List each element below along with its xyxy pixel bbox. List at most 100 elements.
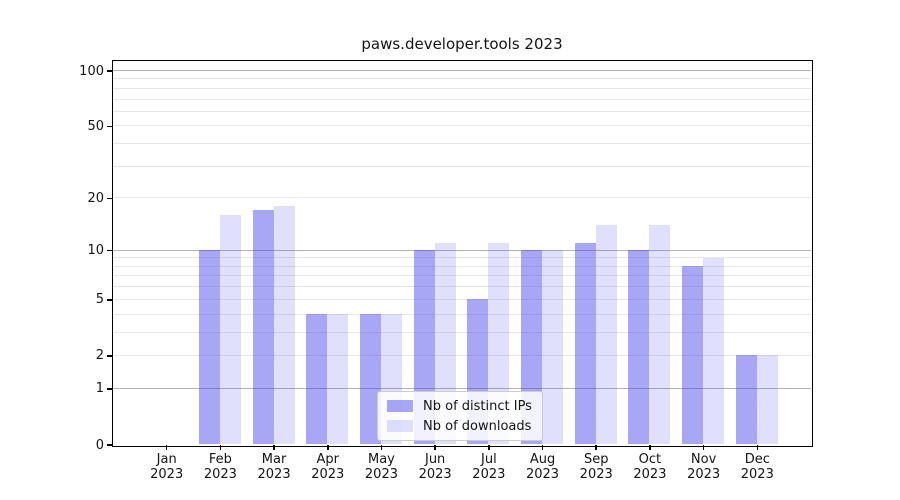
bar-distinct-ips-dec	[735, 355, 757, 445]
y-tick-mark	[106, 444, 113, 446]
x-tick-month: Sep	[583, 452, 609, 467]
x-tick-mark	[488, 445, 490, 450]
bar-downloads-oct	[649, 225, 671, 445]
x-tick-label: Apr 2023	[298, 452, 358, 482]
x-tick-year: 2023	[203, 467, 237, 482]
gridline-minor	[112, 331, 811, 333]
plot-area	[111, 59, 813, 447]
gridline-minor	[112, 275, 811, 277]
x-tick-month: Jun	[424, 452, 446, 467]
gridline-minor	[112, 110, 811, 112]
legend: Nb of distinct IPs Nb of downloads	[377, 391, 543, 441]
chart-title: paws.developer.tools 2023	[361, 35, 563, 53]
x-tick-year: 2023	[525, 467, 560, 482]
legend-label: Nb of downloads	[423, 418, 532, 434]
bar-downloads-feb	[219, 214, 241, 445]
x-tick-label: Aug 2023	[513, 452, 573, 482]
y-tick-mark	[106, 388, 113, 390]
legend-label: Nb of distinct IPs	[423, 398, 532, 414]
gridline-minor	[112, 165, 811, 167]
gridline-minor	[112, 87, 811, 89]
y-tick-mark	[106, 299, 113, 301]
x-tick-label: Jul 2023	[459, 452, 519, 482]
x-tick-year: 2023	[257, 467, 291, 482]
gridline-minor	[112, 286, 811, 288]
gridline-minor	[112, 125, 811, 127]
gridline-minor	[112, 98, 811, 100]
gridline-minor	[112, 197, 811, 199]
x-tick-label: Feb 2023	[190, 452, 250, 482]
gridline-minor	[112, 257, 811, 259]
x-tick-year: 2023	[579, 467, 613, 482]
y-tick-label: 5	[95, 292, 104, 308]
bar-downloads-aug	[542, 250, 564, 445]
x-tick-mark	[380, 445, 383, 450]
x-tick-mark	[702, 445, 705, 450]
gridline-minor	[112, 313, 811, 315]
x-tick-month: Aug	[529, 452, 556, 467]
x-tick-year: 2023	[633, 467, 667, 482]
x-tick-mark	[541, 445, 544, 450]
x-tick-month: Apr	[316, 452, 340, 467]
bar-distinct-ips-mar	[252, 210, 274, 445]
x-tick-mark	[165, 445, 168, 450]
gridline-major	[112, 70, 811, 71]
x-tick-year: 2023	[687, 467, 721, 482]
bar-downloads-sep	[595, 225, 617, 445]
y-tick-label: 0	[95, 437, 104, 453]
x-tick-month: Jul	[481, 452, 497, 467]
x-tick-year: 2023	[150, 467, 184, 482]
x-tick-label: Mar 2023	[244, 452, 304, 482]
gridline-minor	[112, 298, 811, 300]
bar-downloads-apr	[327, 314, 349, 445]
x-tick-year: 2023	[311, 467, 345, 482]
x-tick-mark	[434, 445, 436, 450]
y-tick-label: 100	[79, 63, 104, 79]
x-tick-year: 2023	[740, 467, 774, 482]
y-tick-label: 1	[95, 381, 104, 397]
bar-distinct-ips-oct	[628, 250, 650, 445]
y-tick-mark	[106, 70, 113, 72]
x-tick-mark	[327, 445, 329, 450]
x-tick-year: 2023	[364, 467, 398, 482]
gridline-minor	[112, 354, 811, 356]
bar-downloads-dec	[756, 355, 778, 445]
x-tick-label: Jun 2023	[405, 452, 465, 482]
x-tick-mark	[273, 445, 275, 450]
gridline-major	[112, 249, 811, 251]
gridline-minor	[112, 265, 811, 267]
legend-item-downloads: Nb of downloads	[387, 418, 532, 434]
y-tick-mark	[106, 197, 113, 200]
bar-distinct-ips-apr	[306, 314, 328, 445]
bar-distinct-ips-feb	[198, 250, 220, 445]
y-tick-label: 20	[87, 190, 104, 206]
legend-swatch-downloads	[387, 420, 413, 432]
x-tick-month: Nov	[690, 452, 717, 467]
x-tick-month: Mar	[261, 452, 287, 467]
gridline-minor	[112, 143, 811, 145]
bar-distinct-ips-nov	[682, 266, 704, 445]
y-tick-mark	[106, 249, 113, 252]
bar-downloads-nov	[703, 257, 725, 445]
bar-distinct-ips-may	[359, 314, 381, 445]
plot-inner	[112, 61, 811, 445]
x-tick-label: Jan 2023	[137, 452, 197, 482]
legend-swatch-distinct-ips	[387, 400, 413, 412]
x-tick-year: 2023	[418, 467, 452, 482]
x-tick-label: Oct 2023	[620, 452, 680, 482]
y-tick-label: 10	[87, 243, 104, 259]
x-tick-label: May 2023	[351, 452, 411, 482]
x-tick-mark	[649, 445, 651, 450]
x-tick-mark	[219, 445, 222, 450]
x-tick-mark	[595, 445, 597, 450]
gridline-major	[112, 387, 811, 389]
y-tick-label: 2	[95, 348, 104, 364]
x-tick-mark	[756, 445, 759, 450]
x-tick-month: Oct	[638, 452, 662, 467]
y-tick-mark	[106, 125, 113, 128]
y-tick-mark	[106, 355, 113, 357]
x-tick-month: Dec	[744, 452, 770, 467]
gridline-minor	[112, 78, 811, 80]
x-tick-label: Sep 2023	[566, 452, 626, 482]
